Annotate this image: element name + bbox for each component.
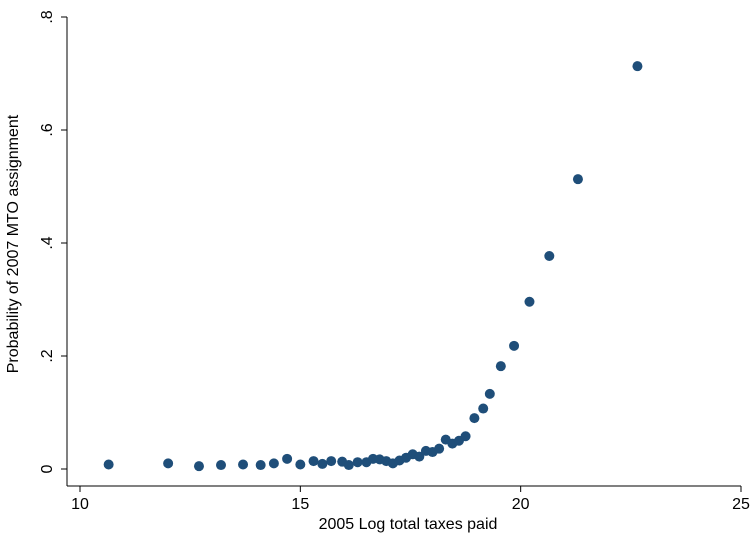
scatter-point <box>216 460 227 471</box>
x-tick-label: 25 <box>732 496 750 513</box>
scatter-point <box>495 361 506 372</box>
points-layer <box>103 61 643 472</box>
scatter-point <box>460 431 471 442</box>
scatter-point <box>282 453 293 464</box>
scatter-point <box>414 451 425 462</box>
y-tick-label: .8 <box>39 10 56 23</box>
y-axis-title: Probability of 2007 MTO assignment <box>5 114 22 373</box>
scatter-point <box>163 458 174 469</box>
scatter-point <box>193 461 204 472</box>
y-tick-label: .2 <box>39 349 56 362</box>
scatter-point <box>632 61 643 72</box>
scatter-point <box>268 458 279 469</box>
y-tick-label: .6 <box>39 123 56 136</box>
scatter-point <box>308 456 319 467</box>
scatter-point <box>295 459 306 470</box>
scatter-point <box>484 388 495 399</box>
scatter-point <box>434 443 445 454</box>
scatter-point <box>255 460 266 471</box>
scatter-point <box>524 296 535 307</box>
scatter-point <box>352 457 363 468</box>
x-tick-label: 10 <box>71 496 89 513</box>
scatter-point <box>544 250 555 261</box>
scatter-point <box>469 413 480 424</box>
y-tick-label: 0 <box>39 464 56 473</box>
axes-layer <box>66 17 741 487</box>
scatter-point <box>317 458 328 469</box>
scatter-point <box>238 459 249 470</box>
scatter-point <box>478 403 489 414</box>
x-tick-label: 20 <box>512 496 530 513</box>
scatter-point <box>572 174 583 185</box>
scatter-point <box>343 460 354 471</box>
scatter-point <box>103 459 114 470</box>
scatter-point <box>509 340 520 351</box>
x-axis-title: 2005 Log total taxes paid <box>319 516 498 533</box>
x-tick-label: 15 <box>291 496 309 513</box>
scatter-point <box>326 456 337 467</box>
y-tick-label: .4 <box>39 236 56 249</box>
ticks-layer: 10 15 20 25 0 .2 .4 .6 .8 <box>39 10 750 513</box>
